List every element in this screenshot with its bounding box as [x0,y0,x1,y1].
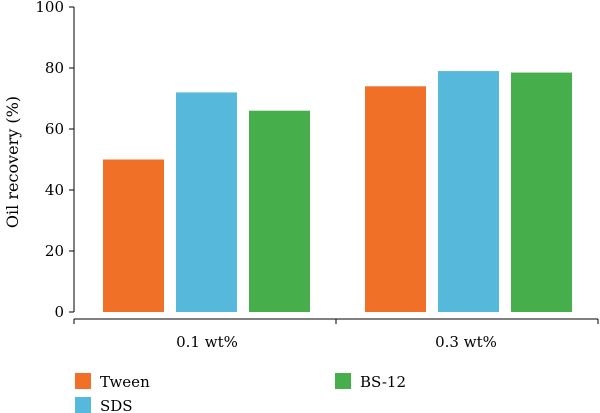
y-tick-label: 80 [45,59,64,77]
legend: Tween SDS BS-12 [75,373,406,413]
legend-swatch-sds [75,397,91,413]
legend-label-tween: Tween [100,373,150,391]
y-tick-label: 60 [45,120,64,138]
y-tick-label: 0 [54,303,64,321]
axes-layer: 0 20 40 60 80 100 0.1 wt% 0.3 wt% [35,0,599,351]
y-axis-label: Oil recovery (%) [3,96,22,228]
legend-swatch-tween [75,373,91,389]
bar-bs-12-2 [511,72,572,312]
legend-label-bs-12: BS-12 [360,373,406,391]
x-tick-label: 0.3 wt% [435,333,497,351]
bar-sds-1 [176,92,237,313]
bar-tween-1 [103,159,164,312]
legend-label-sds: SDS [100,397,133,413]
x-tick-label: 0.1 wt% [176,333,238,351]
bar-bs-12-1 [249,110,310,312]
bars-layer [103,71,572,313]
legend-swatch-bs-12 [335,373,351,389]
y-tick-label: 100 [35,0,64,16]
y-tick-label: 20 [45,242,64,260]
y-tick-label: 40 [45,181,64,199]
bar-tween-2 [365,86,426,312]
bar-sds-2 [438,71,499,312]
